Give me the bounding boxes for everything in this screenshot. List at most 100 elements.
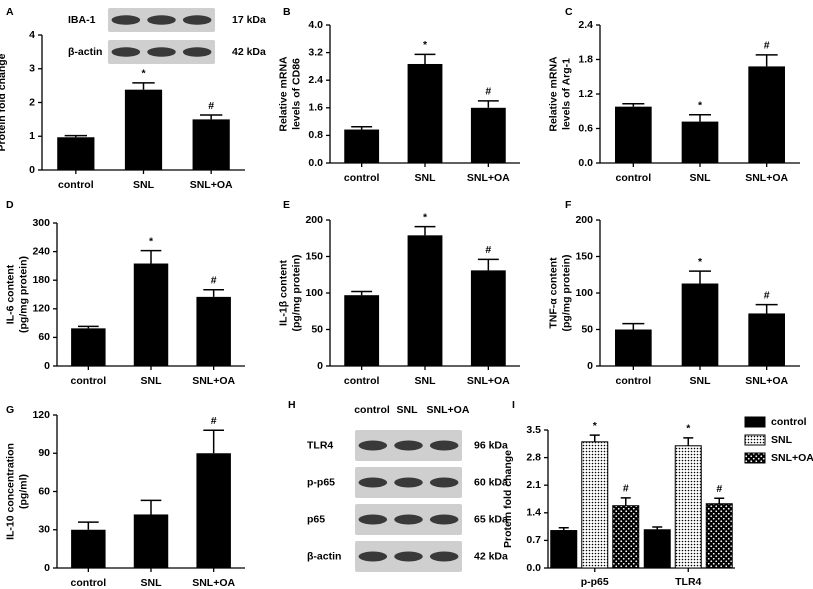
bar — [615, 106, 652, 163]
y-tick-label: 2.4 — [578, 19, 593, 31]
error-bar — [414, 53, 436, 64]
y-tick-label: 1 — [29, 130, 35, 142]
y-tick-label: 0.7 — [526, 534, 541, 546]
x-tick-label: SNL — [690, 375, 712, 387]
y-tick-label: 150 — [305, 250, 323, 262]
bar — [407, 235, 443, 366]
blot-band — [394, 440, 423, 451]
blot-band — [394, 514, 423, 525]
x-tick-label: control — [616, 375, 652, 387]
bar — [407, 63, 443, 163]
blot-column-label: control — [354, 404, 390, 416]
blot-band — [182, 15, 212, 25]
bar — [550, 530, 578, 569]
y-axis-label: IL-6 content — [4, 264, 16, 324]
y-tick-label: 4.0 — [308, 19, 323, 31]
panel-letter: B — [283, 6, 291, 18]
blot-band — [147, 15, 176, 25]
blot-band — [182, 47, 212, 57]
significance-marker: # — [485, 244, 491, 256]
y-tick-label: 150 — [575, 250, 593, 262]
panel-letter: A — [6, 6, 14, 18]
significance-marker: * — [423, 211, 428, 223]
error-bar — [714, 497, 725, 504]
error-bar — [622, 322, 645, 330]
bar — [612, 505, 640, 569]
y-axis-label: TNF-α content — [547, 257, 559, 329]
y-tick-label: 3 — [29, 63, 35, 75]
bar — [581, 441, 609, 569]
bar — [71, 529, 106, 568]
y-tick-label: 0.0 — [578, 157, 593, 169]
panel-letter: D — [6, 199, 14, 211]
legend-label: SNL — [771, 434, 793, 446]
x-tick-label: SNL+OA — [192, 375, 235, 387]
blot-kda: 17 kDa — [232, 14, 266, 26]
x-tick-label: SNL — [415, 172, 437, 184]
significance-marker: * — [698, 256, 703, 268]
error-bar — [77, 325, 99, 329]
panel-letter: H — [288, 399, 296, 411]
bar — [133, 514, 169, 568]
y-axis-label: Relative mRNA — [547, 56, 559, 132]
y-tick-label: 1.6 — [308, 102, 323, 114]
blot-kda: 42 kDa — [474, 550, 508, 562]
y-tick-label: 0.8 — [308, 129, 323, 141]
blot-label: TLR4 — [307, 439, 333, 451]
bar — [196, 453, 231, 568]
y-tick-label: 0.0 — [308, 157, 323, 169]
y-axis-label: IL-1β content — [277, 260, 289, 326]
error-bar — [620, 497, 631, 506]
significance-marker: * — [698, 99, 703, 111]
blot-kda: 42 kDa — [232, 46, 266, 58]
y-axis-label: levels of CD86 — [290, 58, 302, 130]
bar — [643, 529, 671, 569]
blot-band — [358, 477, 388, 488]
y-tick-label: 60 — [38, 485, 50, 497]
y-axis-label: (pg/mg protein) — [290, 255, 302, 332]
blot-label: β-actin — [307, 550, 341, 562]
y-tick-label: 30 — [38, 524, 50, 536]
blot-band — [358, 551, 388, 562]
x-tick-label: SNL+OA — [190, 179, 233, 191]
significance-marker: * — [149, 235, 154, 247]
significance-marker: # — [211, 275, 217, 287]
error-bar — [132, 82, 155, 90]
bar — [71, 328, 106, 366]
legend-label: SNL+OA — [771, 452, 813, 464]
y-axis-label: IL-10 concentration — [4, 443, 16, 540]
panel-letter: E — [283, 199, 290, 211]
bar — [681, 283, 719, 366]
significance-marker: * — [141, 68, 146, 80]
y-tick-label: 180 — [32, 274, 50, 286]
error-bar — [755, 54, 778, 67]
bar — [748, 66, 785, 163]
y-tick-label: 0.0 — [526, 562, 541, 574]
panel-letter: C — [565, 6, 573, 18]
blot-kda: 60 kDa — [474, 476, 508, 488]
error-bar — [203, 288, 225, 297]
significance-marker: * — [423, 39, 428, 51]
y-tick-label: 1.8 — [578, 53, 593, 65]
y-tick-label: 4 — [29, 29, 35, 41]
x-tick-label: SNL+OA — [192, 577, 235, 589]
blot-band — [429, 440, 459, 451]
blot-label: β-actin — [68, 46, 102, 58]
y-tick-label: 50 — [311, 323, 323, 335]
error-bar — [140, 499, 162, 515]
x-tick-label: control — [58, 179, 94, 191]
panel-letter: F — [565, 199, 572, 211]
blot-band — [147, 47, 176, 57]
blot-column-label: SNL — [397, 404, 419, 416]
x-tick-label: SNL — [690, 172, 712, 184]
blot-kda: 65 kDa — [474, 513, 508, 525]
y-tick-label: 0 — [44, 562, 50, 574]
y-tick-label: 1.2 — [578, 88, 593, 100]
y-tick-label: 2.1 — [526, 479, 541, 491]
x-tick-label: control — [71, 375, 107, 387]
x-tick-label: control — [344, 172, 380, 184]
panel-letter: I — [512, 399, 515, 411]
error-bar — [689, 270, 711, 284]
significance-marker: # — [764, 289, 770, 301]
x-tick-label: control — [344, 375, 380, 387]
